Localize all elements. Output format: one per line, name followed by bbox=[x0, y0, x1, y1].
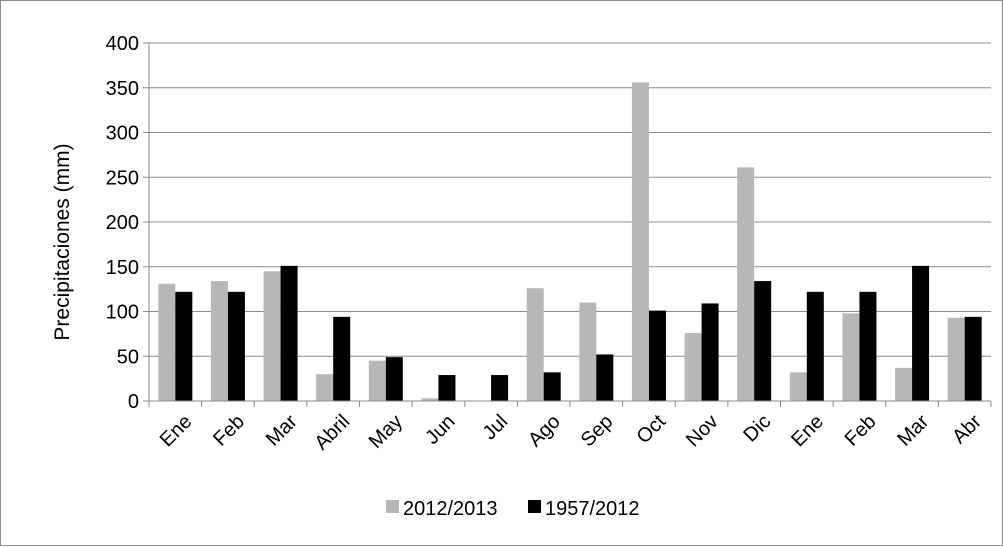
x-tick-label: Oct bbox=[633, 410, 671, 448]
bar-series-2 bbox=[806, 291, 824, 401]
bar-series-1 bbox=[947, 317, 965, 401]
bar-series-1 bbox=[737, 167, 755, 401]
bar-series-1 bbox=[316, 374, 334, 401]
bar-series-1 bbox=[842, 313, 860, 401]
legend: 2012/2013 1957/2012 bbox=[386, 498, 640, 520]
y-tick-label: 50 bbox=[117, 346, 139, 368]
x-tick-label: Jun bbox=[421, 411, 459, 449]
bar-series-1 bbox=[895, 367, 913, 401]
x-tick-label: Ene bbox=[787, 411, 828, 452]
y-tick-label: 350 bbox=[106, 78, 139, 100]
bar-series-1 bbox=[789, 372, 807, 401]
bar-series-1 bbox=[631, 82, 649, 401]
bar-series-1 bbox=[579, 302, 597, 401]
y-tick-label: 150 bbox=[106, 257, 139, 279]
bar-series-2 bbox=[754, 281, 772, 401]
y-tick-label: 400 bbox=[106, 33, 139, 55]
bars bbox=[158, 82, 982, 401]
bar-series-2 bbox=[701, 303, 719, 401]
bar-series-1 bbox=[263, 271, 281, 401]
bar-series-2 bbox=[333, 316, 351, 401]
x-tick-label: Mar bbox=[262, 410, 302, 450]
legend-swatch bbox=[386, 500, 399, 513]
x-tick-label: Feb bbox=[841, 411, 881, 451]
y-tick-labels: 0 50 100 150 200 250 300 350 400 bbox=[106, 33, 139, 413]
bar-series-1 bbox=[421, 398, 439, 401]
x-tick-labels: Ene Feb Mar Abril May Jun Jul Ago Sep Oct Nov Dic En… bbox=[156, 410, 986, 454]
bar-series-2 bbox=[227, 291, 245, 401]
bar-series-1 bbox=[526, 288, 544, 401]
x-tick-label: Mar bbox=[893, 410, 933, 450]
bar-series-2 bbox=[964, 316, 982, 401]
bar-series-1 bbox=[368, 360, 386, 401]
bar-series-2 bbox=[648, 310, 666, 401]
x-tick-label: Abr bbox=[948, 410, 986, 448]
bar-series-2 bbox=[543, 372, 561, 401]
bar-series-2 bbox=[438, 375, 456, 401]
x-tick-label: Ago bbox=[524, 411, 565, 452]
x-tick-label: Feb bbox=[209, 411, 249, 451]
y-axis-label: Precipitaciones (mm) bbox=[51, 143, 74, 340]
y-tick-label: 100 bbox=[106, 302, 139, 324]
y-tick-label: 200 bbox=[106, 212, 139, 234]
y-tick-label: 300 bbox=[106, 123, 139, 145]
x-tick-label: Dic bbox=[739, 411, 775, 447]
bar-series-2 bbox=[912, 265, 930, 401]
legend-label: 1957/2012 bbox=[545, 498, 640, 520]
x-tick-label: Abril bbox=[310, 411, 354, 455]
bar-series-1 bbox=[210, 281, 228, 401]
legend-swatch bbox=[528, 500, 541, 513]
bar-series-2 bbox=[596, 354, 614, 401]
x-tick-label: Ene bbox=[156, 411, 197, 452]
legend-label: 2012/2013 bbox=[403, 498, 498, 520]
bar-series-2 bbox=[859, 291, 877, 401]
bar-series-2 bbox=[385, 357, 403, 401]
bar-series-2 bbox=[491, 375, 509, 401]
y-tick-label: 250 bbox=[106, 167, 139, 189]
x-tick-label: Sep bbox=[577, 411, 618, 452]
x-tick-label: Jul bbox=[479, 411, 513, 445]
bar-series-2 bbox=[175, 291, 193, 401]
x-tick-label: Nov bbox=[682, 411, 723, 452]
bar-series-1 bbox=[158, 283, 176, 401]
axes bbox=[148, 43, 992, 407]
y-tick-label: 0 bbox=[128, 391, 139, 413]
x-tick-label: May bbox=[365, 411, 407, 453]
bar-series-2 bbox=[280, 265, 298, 401]
bar-series-1 bbox=[684, 332, 702, 401]
